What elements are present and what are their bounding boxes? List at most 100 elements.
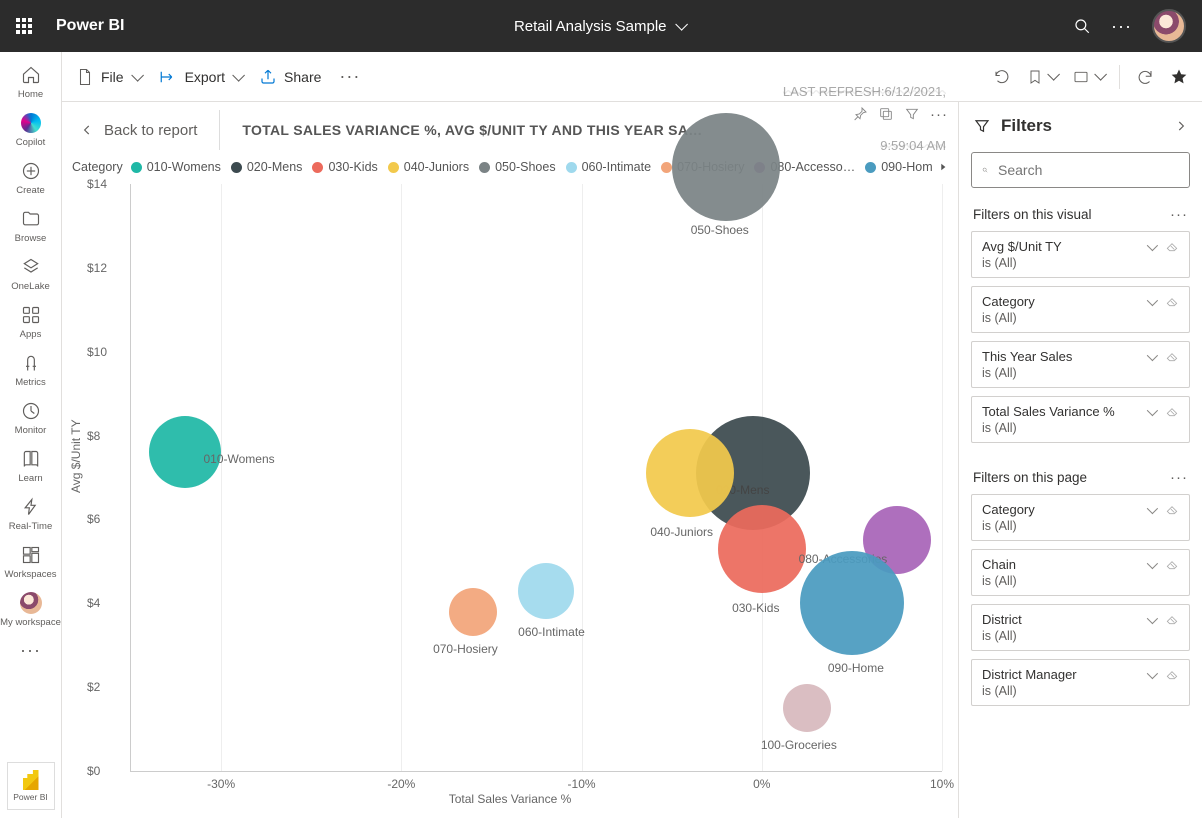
nav-more[interactable]: ···	[0, 634, 61, 667]
chevron-down-icon[interactable]	[1147, 294, 1155, 309]
bubble-100-Groceries[interactable]	[783, 684, 831, 732]
more-icon[interactable]: ···	[1111, 16, 1132, 37]
legend-item[interactable]: 030-Kids	[312, 160, 377, 174]
clear-filter-icon[interactable]	[1165, 349, 1179, 363]
nav-apps[interactable]: Apps	[0, 298, 61, 346]
legend-item[interactable]: 060-Intimate	[566, 160, 651, 174]
chevron-down-icon[interactable]	[1147, 239, 1155, 254]
chart-legend: Category 010-Womens020-Mens030-Kids040-J…	[62, 158, 958, 178]
nav-monitor[interactable]: Monitor	[0, 394, 61, 442]
section-more-icon[interactable]: ···	[1170, 206, 1188, 223]
view-menu[interactable]	[1072, 69, 1103, 85]
last-refresh-time: 9:59:04 AM	[880, 138, 946, 153]
filter-card[interactable]: This Year Sales is (All)	[971, 341, 1190, 388]
y-axis-label: Avg $/Unit TY	[69, 419, 83, 493]
bubble-030-Kids[interactable]	[718, 505, 806, 593]
legend-item[interactable]: 040-Juniors	[388, 160, 469, 174]
bookmark-menu[interactable]	[1027, 68, 1056, 86]
nav-copilot[interactable]: Copilot	[0, 106, 61, 154]
legend-item[interactable]: 010-Womens	[131, 160, 221, 174]
filter-card[interactable]: District Manager is (All)	[971, 659, 1190, 706]
bubble-040-Juniors[interactable]	[646, 429, 734, 517]
x-tick: 0%	[753, 777, 770, 791]
filter-card[interactable]: Category is (All)	[971, 286, 1190, 333]
x-tick: -30%	[207, 777, 235, 791]
nav-learn[interactable]: Learn	[0, 442, 61, 490]
y-tick: $6	[87, 512, 100, 526]
share-icon	[259, 68, 277, 86]
chevron-down-icon[interactable]	[1147, 502, 1155, 517]
y-tick: $12	[87, 261, 107, 275]
section-more-icon[interactable]: ···	[1170, 469, 1188, 486]
filter-card[interactable]: Total Sales Variance % is (All)	[971, 396, 1190, 443]
clear-filter-icon[interactable]	[1165, 502, 1179, 516]
nav-onelake[interactable]: OneLake	[0, 250, 61, 298]
user-avatar[interactable]	[1152, 9, 1186, 43]
y-tick: $2	[87, 680, 100, 694]
filter-card[interactable]: Avg $/Unit TY is (All)	[971, 231, 1190, 278]
chevron-down-icon[interactable]	[1147, 349, 1155, 364]
y-tick: $0	[87, 764, 100, 778]
chevron-down-icon[interactable]	[1147, 557, 1155, 572]
bubble-chart[interactable]: Avg $/Unit TY Total Sales Variance % -30…	[70, 178, 950, 808]
file-menu[interactable]: File	[76, 68, 140, 86]
y-tick: $14	[87, 177, 107, 191]
reset-icon[interactable]	[993, 68, 1011, 86]
nav-browse[interactable]: Browse	[0, 202, 61, 250]
legend-item[interactable]: 020-Mens	[231, 160, 303, 174]
share-button[interactable]: Share	[259, 68, 321, 86]
filter-card[interactable]: Category is (All)	[971, 494, 1190, 541]
top-bar: Power BI Retail Analysis Sample ···	[0, 0, 1202, 52]
legend-scroll-right-icon[interactable]	[938, 161, 948, 173]
chevron-down-icon[interactable]	[1147, 667, 1155, 682]
back-button[interactable]: Back to report	[80, 122, 197, 139]
workspace-title: Retail Analysis Sample	[514, 18, 667, 35]
export-menu[interactable]: Export	[158, 68, 241, 86]
y-tick: $4	[87, 596, 100, 610]
clear-filter-icon[interactable]	[1165, 557, 1179, 571]
bubble-label: 090-Home	[828, 661, 884, 675]
filters-title: Filters	[1001, 116, 1052, 136]
filter-card[interactable]: Chain is (All)	[971, 549, 1190, 596]
clear-filter-icon[interactable]	[1165, 667, 1179, 681]
clear-filter-icon[interactable]	[1165, 612, 1179, 626]
filters-search[interactable]	[971, 152, 1190, 188]
filters-page-section: Filters on this page	[973, 470, 1087, 485]
nav-realtime[interactable]: Real-Time	[0, 490, 61, 538]
clear-filter-icon[interactable]	[1165, 239, 1179, 253]
nav-workspaces[interactable]: Workspaces	[0, 538, 61, 586]
clear-filter-icon[interactable]	[1165, 294, 1179, 308]
view-icon	[1072, 69, 1090, 85]
app-launcher-icon[interactable]	[16, 18, 32, 34]
refresh-icon[interactable]	[1136, 68, 1154, 86]
nav-powerbi[interactable]: Power BI	[7, 762, 55, 810]
nav-metrics[interactable]: Metrics	[0, 346, 61, 394]
report-toolbar: File Export Share ···	[62, 52, 1202, 102]
nav-create[interactable]: Create	[0, 154, 61, 202]
bubble-050-Shoes[interactable]	[672, 113, 780, 221]
nav-home[interactable]: Home	[0, 58, 61, 106]
bubble-label: 100-Groceries	[761, 738, 837, 752]
x-tick: -20%	[387, 777, 415, 791]
toolbar-more-icon[interactable]: ···	[339, 66, 360, 87]
bubble-label: 060-Intimate	[518, 625, 585, 639]
legend-item[interactable]: 050-Shoes	[479, 160, 555, 174]
chevron-down-icon	[675, 18, 684, 35]
bubble-060-Intimate[interactable]	[518, 563, 574, 619]
favorite-icon[interactable]	[1170, 68, 1188, 86]
chevron-down-icon[interactable]	[1147, 404, 1155, 419]
chevron-down-icon[interactable]	[1147, 612, 1155, 627]
search-icon	[982, 162, 988, 178]
bubble-label: 030-Kids	[732, 601, 779, 615]
bubble-label: 070-Hosiery	[433, 642, 498, 656]
legend-item[interactable]: 090-Home	[865, 160, 932, 174]
filter-card[interactable]: District is (All)	[971, 604, 1190, 651]
search-icon[interactable]	[1073, 17, 1091, 35]
filters-search-input[interactable]	[998, 162, 1179, 178]
collapse-pane-icon[interactable]	[1174, 119, 1188, 133]
bubble-090-Home[interactable]	[800, 551, 904, 655]
bubble-070-Hosiery[interactable]	[449, 588, 497, 636]
nav-my-workspace[interactable]: My workspace	[0, 586, 61, 634]
workspace-dropdown[interactable]: Retail Analysis Sample	[124, 18, 1073, 35]
clear-filter-icon[interactable]	[1165, 404, 1179, 418]
